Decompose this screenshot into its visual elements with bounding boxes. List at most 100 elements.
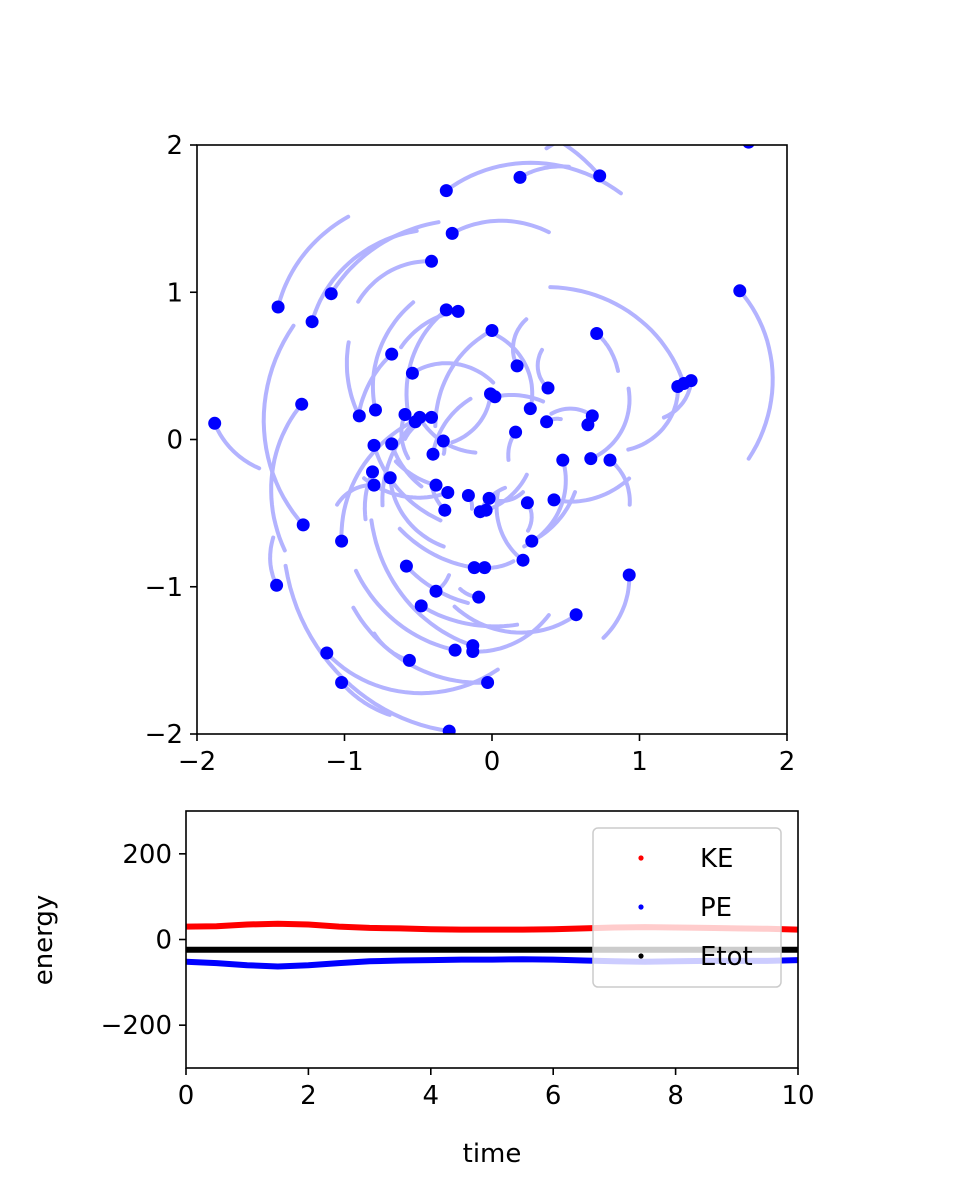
- trajectory-trail: [397, 526, 477, 570]
- scatter-point: [585, 409, 599, 423]
- trajectory-trail: [549, 406, 595, 418]
- trajectory-trail: [470, 613, 551, 654]
- energy-legend: KE PE Etot: [592, 827, 782, 988]
- scatter-point: [451, 304, 465, 318]
- trajectory-trail: [212, 421, 262, 471]
- scatter-point: [405, 366, 419, 380]
- scatter-point: [385, 437, 399, 451]
- trajectory-trail: [544, 145, 556, 151]
- y-tick-label: 1: [166, 278, 183, 308]
- legend-label-pe: PE: [700, 893, 732, 923]
- trajectory-trail: [737, 288, 775, 461]
- energy-panel: 0 2 4 6 8 10 −200 0 200 time energy KE PE Etot: [29, 810, 815, 1169]
- trajectory-trail: [362, 469, 375, 522]
- scatter-points: [208, 145, 755, 734]
- trajectory-trail: [354, 568, 458, 653]
- trajectory-trail: [276, 214, 351, 309]
- scatter-point: [439, 303, 453, 317]
- scatter-x-ticks: −2 −1 0 1 2: [178, 734, 795, 777]
- scatter-point: [414, 599, 428, 613]
- y-tick-label: −2: [145, 720, 183, 750]
- scatter-point: [385, 347, 399, 361]
- trajectory-trail: [450, 218, 551, 236]
- scatter-point: [425, 254, 438, 268]
- trajectory-trail: [494, 490, 525, 563]
- y-tick-label: 2: [166, 131, 183, 161]
- scatter-point: [520, 496, 534, 510]
- energy-y-axis-title: energy: [29, 895, 59, 986]
- y-tick-label: −200: [101, 1011, 172, 1041]
- trajectory-trail: [431, 396, 473, 457]
- trajectory-trail: [344, 340, 362, 418]
- trajectory-trail: [548, 285, 686, 386]
- x-tick-label: −1: [325, 747, 363, 777]
- scatter-y-ticks: −2 −1 0 1 2: [145, 131, 197, 750]
- x-tick-label: 2: [779, 747, 796, 777]
- scatter-point: [488, 390, 502, 404]
- scatter-point: [442, 724, 456, 734]
- trajectory-trail: [444, 160, 623, 196]
- scatter-point: [439, 184, 453, 198]
- trajectory-trail: [324, 651, 500, 696]
- x-tick-label: 4: [423, 1081, 440, 1111]
- scatter-point: [305, 315, 319, 329]
- scatter-point: [296, 518, 310, 532]
- legend-box: [592, 827, 782, 988]
- trajectory-trail: [339, 415, 424, 544]
- trajectory-trail: [511, 317, 529, 368]
- scatter-point: [295, 397, 309, 411]
- scatter-point: [603, 453, 617, 467]
- scatter-point: [398, 408, 412, 421]
- trajectory-trail: [261, 323, 306, 527]
- trajectory-trail: [450, 391, 493, 445]
- scatter-point: [622, 568, 636, 582]
- scatter-point: [479, 503, 493, 517]
- x-tick-label: 8: [667, 1081, 684, 1111]
- scatter-point: [478, 561, 492, 575]
- scatter-point: [399, 559, 413, 573]
- scatter-point: [366, 465, 379, 479]
- legend-label-etot: Etot: [700, 942, 753, 972]
- trajectory-trail: [356, 259, 434, 304]
- scatter-trails: [212, 145, 775, 734]
- trajectory-trail: [452, 604, 579, 635]
- trajectory-trail: [492, 393, 546, 404]
- scatter-point: [593, 169, 607, 183]
- scatter-point: [461, 489, 475, 502]
- trajectory-trail: [601, 573, 632, 640]
- y-tick-label: 0: [155, 926, 172, 956]
- scatter-point: [516, 553, 530, 567]
- energy-x-ticks: 0 2 4 6 8 10: [178, 1068, 815, 1111]
- scatter-point: [270, 578, 284, 592]
- scatter-point: [324, 287, 338, 301]
- scatter-point: [413, 410, 427, 424]
- x-tick-label: 2: [300, 1081, 317, 1111]
- trajectory-trail: [588, 386, 632, 461]
- scatter-point: [472, 590, 486, 604]
- scatter-point: [523, 402, 537, 416]
- scatter-point: [733, 284, 747, 298]
- x-tick-label: 1: [631, 747, 648, 777]
- legend-marker-pe: [638, 904, 644, 910]
- legend-marker-etot: [638, 953, 644, 959]
- scatter-point: [429, 584, 443, 598]
- scatter-point: [425, 410, 438, 424]
- scatter-point: [335, 534, 349, 548]
- trajectory-trail: [372, 631, 412, 663]
- scatter-point: [429, 478, 443, 492]
- scatter-point: [208, 416, 222, 430]
- scatter-point: [335, 676, 349, 689]
- x-tick-label: 0: [178, 1081, 195, 1111]
- scatter-point: [426, 447, 440, 461]
- trajectory-trail: [329, 220, 441, 296]
- y-tick-label: 0: [166, 426, 183, 456]
- scatter-point: [556, 453, 570, 467]
- scatter-point: [540, 415, 554, 429]
- scatter-point: [369, 403, 382, 417]
- scatter-point: [742, 145, 755, 149]
- scatter-point: [448, 643, 462, 657]
- trajectory-trail: [518, 164, 571, 180]
- trajectory-trail: [561, 145, 602, 178]
- scatter-point: [510, 359, 524, 373]
